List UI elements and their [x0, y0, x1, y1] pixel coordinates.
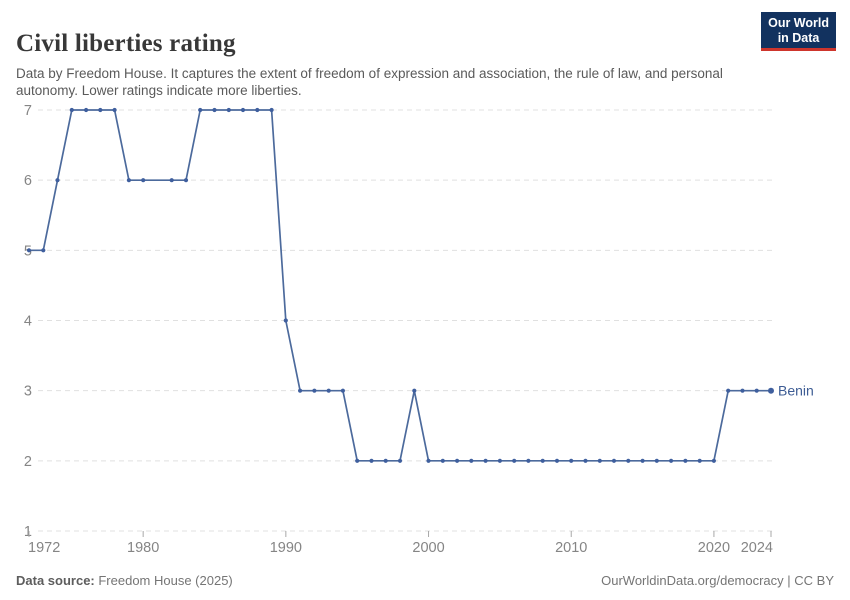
data-point-1983 — [183, 178, 189, 183]
data-point-1994 — [340, 388, 345, 393]
data-point-1979 — [126, 178, 131, 183]
data-point-2024 — [768, 387, 774, 394]
data-source-value: Freedom House (2025) — [94, 573, 233, 588]
data-point-2010 — [569, 458, 574, 463]
data-point-1993 — [326, 388, 331, 393]
x-axis-label-2000: 2000 — [412, 540, 444, 556]
x-axis-label-2010: 2010 — [555, 540, 587, 556]
data-point-1990 — [283, 318, 288, 323]
data-point-2022 — [740, 388, 745, 393]
data-point-2020 — [711, 458, 717, 463]
y-axis-label-1: 1 — [24, 524, 32, 540]
x-axis-label-1990: 1990 — [270, 540, 302, 556]
series-line-benin — [28, 109, 772, 462]
data-point-2008 — [540, 458, 545, 463]
license-note[interactable]: OurWorldinData.org/democracy | CC BY — [601, 573, 834, 588]
data-point-2021 — [726, 388, 731, 393]
data-point-2011 — [583, 458, 588, 463]
data-point-1992 — [312, 388, 317, 393]
data-point-2015 — [640, 458, 645, 463]
data-point-2002 — [455, 458, 460, 463]
chart-subtitle: Data by Freedom House. It captures the e… — [16, 65, 723, 99]
data-point-1996 — [369, 458, 374, 463]
x-axis-label-2024: 2024 — [741, 540, 773, 556]
page-title: Civil liberties rating — [16, 29, 236, 57]
data-point-1999 — [412, 388, 417, 393]
x-axis-label-1972: 1972 — [28, 540, 60, 556]
data-point-1998 — [397, 458, 403, 463]
data-point-1987 — [240, 107, 246, 113]
y-axis-label-6: 6 — [24, 173, 32, 189]
y-axis-label-3: 3 — [24, 384, 32, 400]
data-point-1974 — [55, 178, 60, 183]
owid-logo[interactable]: Our World in Data — [761, 12, 836, 51]
data-point-2023 — [754, 388, 759, 393]
data-point-1988 — [255, 107, 260, 113]
x-axis-label-1980: 1980 — [127, 540, 159, 556]
data-point-2019 — [697, 458, 702, 463]
data-point-2016 — [654, 458, 659, 463]
data-point-2005 — [497, 458, 502, 463]
data-point-1986 — [226, 107, 231, 113]
data-source-label: Data source: — [16, 573, 95, 588]
data-point-1975 — [69, 107, 74, 113]
data-point-2012 — [597, 458, 602, 463]
data-point-1989 — [269, 107, 274, 113]
data-point-1976 — [84, 107, 89, 113]
data-point-1980 — [141, 178, 146, 183]
data-point-1977 — [98, 107, 103, 113]
data-point-1973 — [41, 248, 46, 253]
data-point-1978 — [112, 107, 117, 113]
data-point-1991 — [298, 388, 303, 393]
data-point-2007 — [526, 458, 531, 463]
data-point-1972 — [26, 248, 32, 253]
data-point-1982 — [169, 178, 174, 183]
data-point-2003 — [469, 458, 474, 463]
y-axis-label-4: 4 — [24, 314, 32, 330]
data-source-note: Data source: Freedom House (2025) — [16, 573, 233, 588]
data-point-2009 — [554, 458, 560, 463]
data-point-2017 — [669, 458, 674, 463]
data-point-2001 — [440, 458, 445, 463]
data-point-1997 — [383, 458, 388, 463]
data-point-2006 — [512, 458, 517, 463]
data-point-2000 — [426, 458, 431, 463]
y-axis-label-2: 2 — [24, 454, 32, 470]
entity-label-benin[interactable]: Benin — [778, 383, 814, 399]
data-point-1995 — [355, 458, 360, 463]
owid-logo-line1: Our World — [768, 16, 829, 30]
data-point-2014 — [626, 458, 631, 463]
owid-logo-line2: in Data — [777, 31, 820, 45]
data-point-2018 — [683, 458, 688, 463]
y-axis-label-7: 7 — [24, 103, 32, 119]
data-point-1984 — [198, 107, 203, 113]
data-point-1985 — [212, 107, 217, 113]
data-point-2004 — [483, 458, 488, 463]
x-axis-label-2020: 2020 — [698, 540, 730, 556]
data-point-2013 — [611, 458, 617, 463]
